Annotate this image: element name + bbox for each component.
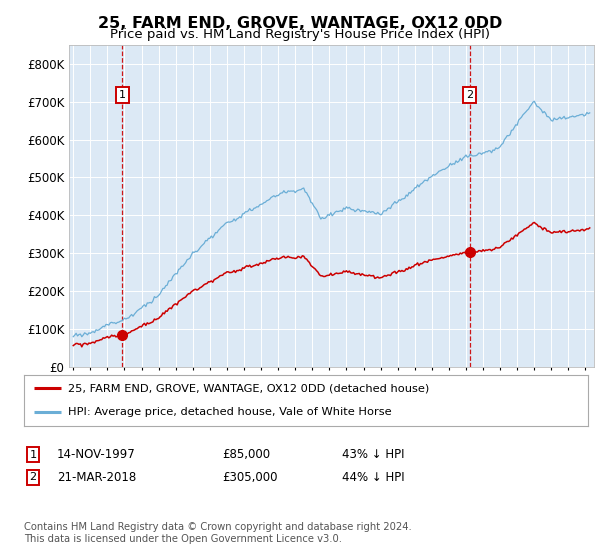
Text: £305,000: £305,000	[222, 470, 277, 484]
Text: 44% ↓ HPI: 44% ↓ HPI	[342, 470, 404, 484]
Text: 25, FARM END, GROVE, WANTAGE, OX12 0DD (detached house): 25, FARM END, GROVE, WANTAGE, OX12 0DD (…	[68, 383, 429, 393]
Text: Contains HM Land Registry data © Crown copyright and database right 2024.
This d: Contains HM Land Registry data © Crown c…	[24, 522, 412, 544]
Text: 1: 1	[119, 90, 126, 100]
Text: 43% ↓ HPI: 43% ↓ HPI	[342, 448, 404, 461]
Text: 2: 2	[29, 472, 37, 482]
Text: 14-NOV-1997: 14-NOV-1997	[57, 448, 136, 461]
Text: 2: 2	[466, 90, 473, 100]
Text: £85,000: £85,000	[222, 448, 270, 461]
Text: 1: 1	[29, 450, 37, 460]
Text: Price paid vs. HM Land Registry's House Price Index (HPI): Price paid vs. HM Land Registry's House …	[110, 28, 490, 41]
Text: 21-MAR-2018: 21-MAR-2018	[57, 470, 136, 484]
Text: HPI: Average price, detached house, Vale of White Horse: HPI: Average price, detached house, Vale…	[68, 408, 392, 418]
Text: 25, FARM END, GROVE, WANTAGE, OX12 0DD: 25, FARM END, GROVE, WANTAGE, OX12 0DD	[98, 16, 502, 31]
